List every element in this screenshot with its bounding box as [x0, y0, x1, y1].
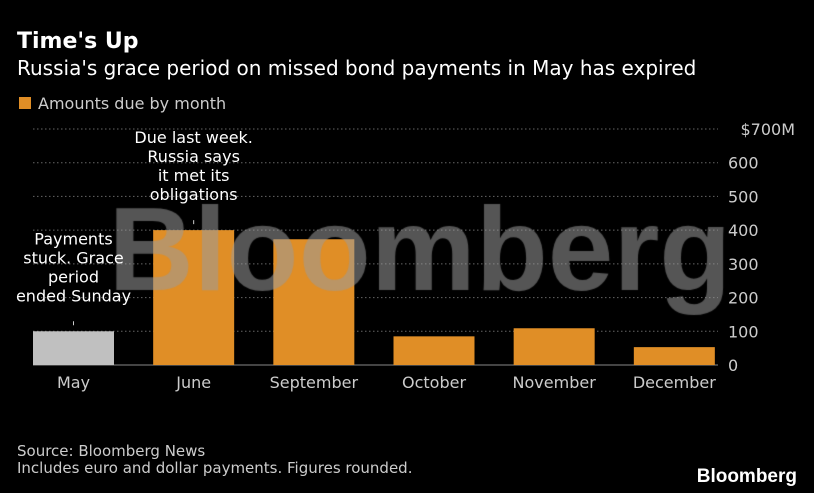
annotation-text: Due last week.: [134, 128, 252, 147]
annotation-text: Russia says: [147, 147, 240, 166]
annotation-text: ended Sunday: [16, 286, 131, 305]
annotation-text: obligations: [150, 185, 238, 204]
annotation-text: stuck. Grace: [23, 248, 123, 267]
annotation-text: Payments: [34, 229, 112, 248]
annotation-text: period: [48, 267, 99, 286]
annotation-text: it met its: [158, 166, 230, 185]
